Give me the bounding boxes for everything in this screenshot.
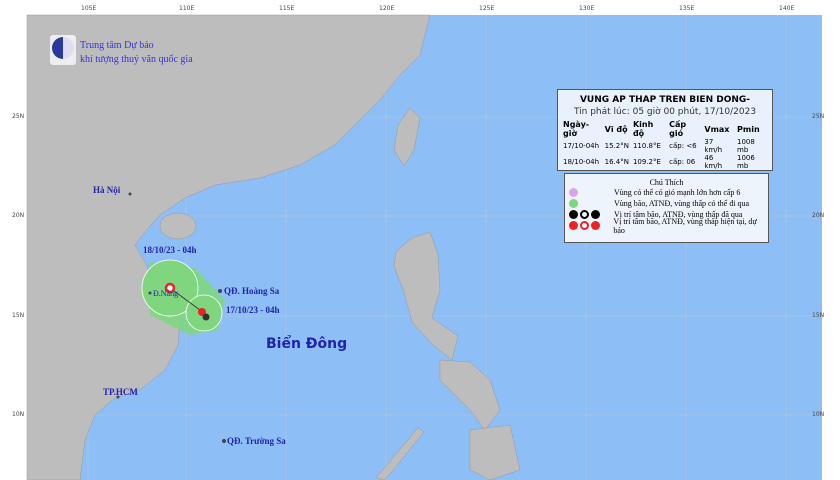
label-truongsa: QĐ. Trường Sa (227, 436, 286, 446)
legend-item: Vị trí tâm bão, ATNĐ, vùng thấp đã qua (569, 209, 768, 220)
lon-label: 110E (179, 5, 195, 12)
col-header: Kinh độ (632, 120, 654, 138)
label-bien-dong: Biển Đông (266, 336, 348, 352)
cell: 1008 mb (737, 138, 755, 154)
legend-label: Vị trí tâm bão, ATNĐ, vùng thấp đã qua (614, 210, 743, 219)
cell: 46 km/h (704, 154, 723, 170)
cell: 110.8°E (632, 142, 661, 150)
legend-item: Vùng bão, ATNĐ, vùng thấp có thể đi qua (569, 198, 768, 209)
nchmf-logo (50, 35, 76, 65)
luzon (393, 231, 459, 361)
forecast-position-icon (164, 282, 176, 294)
lat-label: 20N (812, 212, 825, 219)
legend-label: Vị trí tâm bão, ATNĐ, vùng thấp hiện tại… (613, 216, 757, 235)
lat-label: 15N (12, 312, 25, 319)
current-storm-icon (569, 221, 578, 230)
cell: 18/10-04h (563, 158, 600, 166)
lat-label: 15N (812, 312, 825, 319)
label-hoangsa: QĐ. Hoàng Sa (224, 286, 280, 296)
cell: 16.4°N (604, 158, 629, 166)
lon-label: 135E (679, 5, 695, 12)
palawan (375, 427, 425, 480)
cell: cấp: 06 (669, 158, 696, 166)
past-position-icon (202, 313, 210, 321)
past-depression-icon (580, 210, 589, 219)
table-row: 18/10-04h 16.4°N 109.2°E cấp: 06 46 km/h 1006… (563, 154, 772, 170)
bulletin-box: VUNG AP THAP TREN BIEN DONG- Tin phát lú… (557, 89, 773, 171)
current-position-icon (198, 308, 206, 316)
past-storm-icon (569, 210, 578, 219)
cell: 15.2°N (604, 142, 629, 150)
label-current-time: 17/10/23 - 04h (226, 305, 280, 315)
cell: cấp: <6 (669, 142, 697, 150)
bulletin-issued: Tin phát lúc: 05 giờ 00 phút, 17/10/2023 (573, 107, 757, 117)
col-header: Cấp gió (669, 120, 687, 138)
org-line2: khí tượng thuỷ văn quốc gia (80, 54, 193, 65)
bulletin-title: VUNG AP THAP TREN BIEN DONG- (579, 95, 751, 105)
legend: Chú Thích Vùng có thể có gió mạnh lớn hơ… (564, 173, 769, 243)
bulletin-table: Ngày-giờ Vĩ độ Kinh độ Cấp gió Vmax Pmin 17/1… (563, 120, 772, 170)
col-header: Pmin (737, 124, 760, 134)
lon-label: 130E (579, 5, 595, 12)
label-hcm: TP.HCM (103, 387, 138, 397)
organization-name: Trung tâm Dự báo khí tượng thuỷ văn quốc… (80, 39, 193, 67)
label-forecast-time: 18/10/23 - 04h (143, 245, 197, 255)
current-low-icon (591, 221, 600, 230)
legend-item: Vùng có thể có gió mạnh lớn hơn cấp 6 (569, 187, 768, 198)
lat-label: 25N (812, 113, 825, 120)
legend-item: Vị trí tâm bão, ATNĐ, vùng thấp hiện tại… (569, 217, 768, 235)
legend-label: Vùng có thể có gió mạnh lớn hơn cấp 6 (614, 188, 741, 197)
cell: 17/10-04h (563, 142, 600, 150)
legend-label: Vùng bão, ATNĐ, vùng thấp có thể đi qua (614, 199, 750, 208)
hainan (159, 212, 197, 240)
place-markers (116, 192, 226, 443)
past-low-icon (591, 210, 600, 219)
col-header: Vĩ độ (604, 124, 628, 134)
forecast-track (141, 259, 225, 335)
lat-label: 10N (12, 411, 25, 418)
label-danang: Đ.Nẵng (153, 289, 179, 298)
label-hanoi: Hà Nội (93, 185, 121, 195)
legend-title: Chú Thích (649, 178, 684, 187)
table-row: 17/10-04h 15.2°N 110.8°E cấp: <6 37 km/h 1008… (563, 138, 772, 154)
land (26, 14, 521, 480)
lon-label: 120E (379, 5, 395, 12)
lon-label: 105E (81, 5, 97, 12)
lon-label: 115E (279, 5, 295, 12)
purple-area-icon (569, 188, 578, 197)
taiwan (393, 107, 421, 167)
cell: 109.2°E (632, 158, 661, 166)
col-header: Vmax (704, 124, 730, 134)
org-line1: Trung tâm Dự báo (80, 40, 154, 51)
green-area-icon (569, 199, 578, 208)
mindanao (469, 424, 521, 480)
cell: 37 km/h (704, 138, 723, 154)
lat-label: 10N (812, 411, 825, 418)
lat-label: 20N (12, 212, 25, 219)
lon-label: 125E (479, 5, 495, 12)
lat-label: 25N (12, 113, 25, 120)
lon-label: 140E (779, 5, 795, 12)
col-header: Ngày-giờ (563, 120, 590, 138)
mainland-asia (26, 14, 431, 480)
current-depression-icon (580, 221, 589, 230)
cell: 1006 mb (737, 154, 755, 170)
